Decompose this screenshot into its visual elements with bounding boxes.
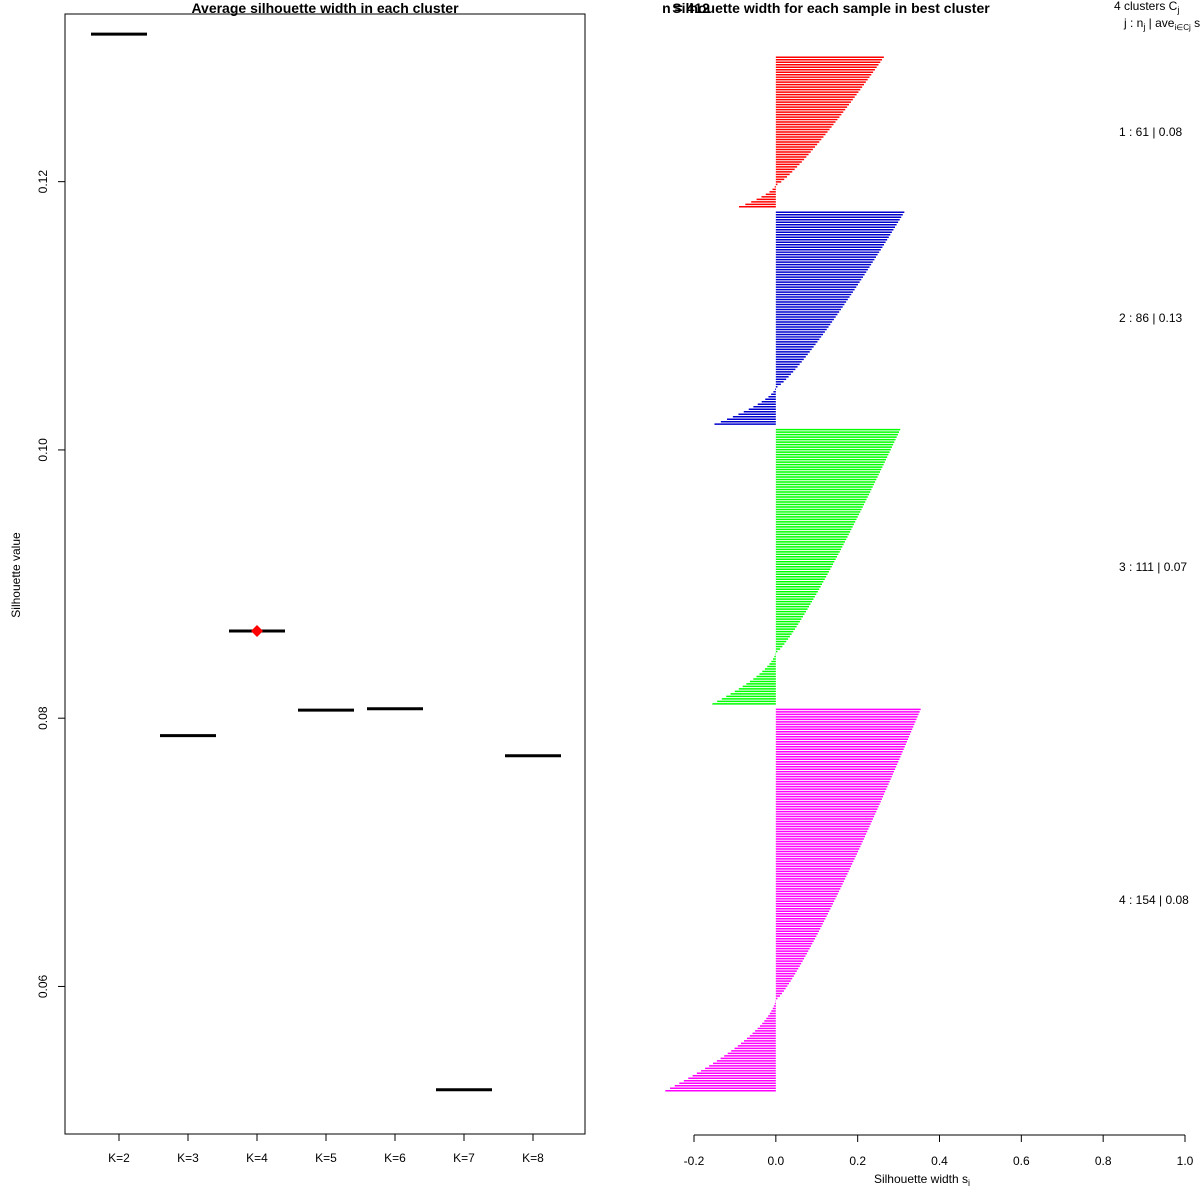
left-x-tick-label: K=3: [177, 1151, 199, 1165]
left-x-tick-label: K=7: [453, 1151, 475, 1165]
header1-sub: j: [1176, 5, 1179, 15]
right-x-tick-label: -0.2: [684, 1154, 705, 1168]
silhouette-bars: [665, 56, 921, 1092]
right-x-tick-label: 0.4: [931, 1154, 948, 1168]
left-x-tick-label: K=8: [522, 1151, 544, 1165]
cluster-info-label: 1 : 61 | 0.08: [1119, 125, 1182, 139]
right-x-tick-label: 0.2: [849, 1154, 866, 1168]
right-title-overlap: n = 412: [662, 0, 710, 16]
right-x-tick-label: 0.8: [1095, 1154, 1112, 1168]
left-y-axis-label: Silhouette value: [9, 532, 23, 618]
header2-main: j : n: [1123, 16, 1143, 30]
header2-tail: s: [1191, 16, 1200, 30]
left-y-tick-label: 0.10: [36, 438, 50, 462]
right-x-axis-label-sub: i: [968, 1178, 970, 1188]
cluster-4-bars: [665, 708, 921, 1092]
left-y-axis: 0.06 0.08 0.10 0.12: [36, 170, 65, 998]
header2-sub2: i∈Cj: [1174, 23, 1191, 32]
cluster-info-labels: 1 : 61 | 0.08 2 : 86 | 0.13 3 : 111 | 0.07…: [1119, 125, 1189, 907]
cluster-2-bars: [714, 211, 905, 425]
right-chart-title: Silhouette width for each sample in best…: [672, 0, 990, 16]
left-x-tick-label: K=6: [384, 1151, 406, 1165]
right-x-tick-label: 1.0: [1177, 1154, 1194, 1168]
left-x-axis: K=2 K=3 K=4 K=5 K=6 K=7 K=8: [108, 1133, 544, 1165]
cluster-3-bars: [712, 428, 901, 705]
cluster-1-bars: [739, 56, 884, 208]
left-x-tick-label: K=2: [108, 1151, 130, 1165]
left-data-marks: [91, 32, 561, 1092]
header2-rest: | ave: [1145, 16, 1174, 30]
header2-sub: j: [1142, 22, 1145, 32]
left-y-tick-label: 0.12: [36, 170, 50, 194]
cluster-info-label: 4 : 154 | 0.08: [1119, 893, 1189, 907]
left-y-tick-label: 0.06: [36, 974, 50, 998]
left-x-tick-label: K=4: [246, 1151, 268, 1165]
left-y-tick-label: 0.08: [36, 706, 50, 730]
right-x-axis-label-main: Silhouette width s: [874, 1172, 968, 1186]
right-x-tick-label: 0.6: [1013, 1154, 1030, 1168]
cluster-info-label: 2 : 86 | 0.13: [1119, 311, 1182, 325]
best-k-diamond: [251, 625, 263, 638]
left-x-tick-label: K=5: [315, 1151, 337, 1165]
clusters-header-line1: 4 clusters Cj: [1114, 0, 1179, 15]
right-x-axis-label: Silhouette width si: [874, 1172, 970, 1188]
cluster-info-label: 3 : 111 | 0.07: [1119, 560, 1187, 574]
left-chart-title: Average silhouette width in each cluster: [191, 0, 459, 16]
header1-main: 4 clusters C: [1114, 0, 1178, 13]
right-x-tick-label: 0.0: [767, 1154, 784, 1168]
right-panel: n = 412 Silhouette width for each sample…: [662, 0, 1200, 1188]
right-x-axis: -0.2 0.0 0.2 0.4 0.6 0.8 1.0: [684, 1134, 1194, 1168]
left-panel: Average silhouette width in each cluster…: [9, 0, 586, 1165]
left-plot-frame: [64, 13, 586, 1135]
clusters-header-line2: j : nj | avei∈Cj s: [1123, 16, 1200, 32]
